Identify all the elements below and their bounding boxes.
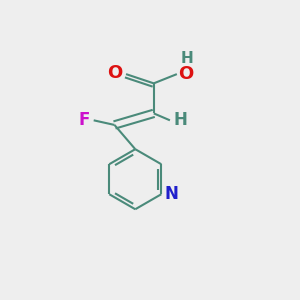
Text: O: O [178,65,193,83]
Text: H: H [173,111,187,129]
Text: N: N [165,185,178,203]
Text: O: O [107,64,123,82]
Text: F: F [79,111,90,129]
Text: H: H [181,51,194,66]
